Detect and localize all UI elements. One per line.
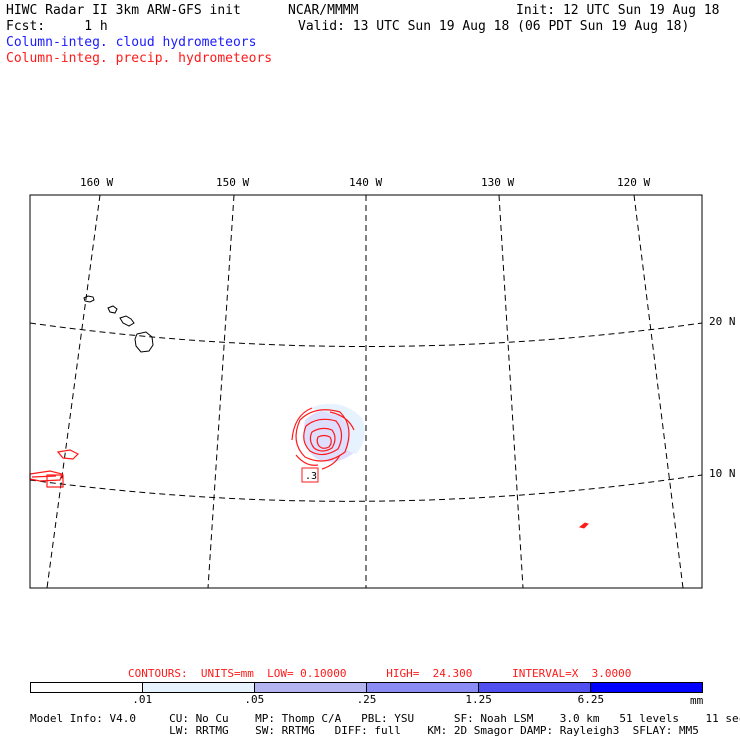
forecast-hour: Fcst: 1 h bbox=[6, 19, 108, 34]
lat-label-20n: 20 N bbox=[709, 315, 736, 328]
precip-west bbox=[29, 449, 80, 488]
lon-label-150w: 150 W bbox=[216, 176, 250, 189]
lon-label-140w: 140 W bbox=[349, 176, 383, 189]
color-swatch bbox=[142, 683, 254, 692]
valid-time: Valid: 13 UTC Sun 19 Aug 18 (06 PDT Sun … bbox=[298, 19, 690, 34]
org-name: NCAR/MMMM bbox=[288, 3, 359, 18]
cloud-area-light bbox=[310, 403, 365, 454]
model-title: HIWC Radar II 3km ARW-GFS init bbox=[6, 3, 241, 18]
precip-east bbox=[578, 522, 589, 529]
cloud-area bbox=[303, 409, 358, 462]
maui-shape bbox=[119, 315, 135, 327]
legend-precip: Column-integ. precip. hydrometeors bbox=[6, 51, 273, 66]
color-scale-tick-label: .05 bbox=[244, 693, 265, 706]
model-info-line1: Model Info: V4.0 CU: No Cu MP: Thomp C/A… bbox=[30, 712, 740, 725]
kauai-shape bbox=[83, 295, 95, 303]
meridian-130w bbox=[498, 194, 524, 589]
oahu-shape bbox=[107, 305, 118, 314]
meridian-150w bbox=[207, 194, 235, 589]
lat-label-10n: 10 N bbox=[709, 467, 736, 480]
color-swatch bbox=[366, 683, 478, 692]
color-scale-bar bbox=[30, 682, 703, 693]
color-scale-tick-label: 1.25 bbox=[465, 693, 492, 706]
color-swatch bbox=[254, 683, 366, 692]
lon-label-120w: 120 W bbox=[617, 176, 651, 189]
contour-label-box bbox=[301, 467, 319, 483]
color-scale-tick-label: .25 bbox=[356, 693, 377, 706]
grid-lines bbox=[29, 194, 703, 589]
precip-contours bbox=[291, 407, 355, 470]
color-scale-tick-label: 6.25 bbox=[577, 693, 605, 706]
meridian-120w bbox=[633, 194, 684, 589]
color-scale-tick-label: .01 bbox=[132, 693, 153, 706]
contour-label: .3 bbox=[305, 471, 317, 482]
hawaii-islands bbox=[83, 295, 154, 353]
color-scale-unit: mm bbox=[690, 694, 704, 707]
meridian-160w bbox=[46, 194, 101, 589]
lon-label-160w: 160 W bbox=[80, 176, 114, 189]
cloud-fill bbox=[303, 403, 365, 462]
color-swatch bbox=[590, 683, 702, 692]
model-info-line2: LW: RRTMG SW: RRTMG DIFF: full KM: 2D Sm… bbox=[30, 724, 699, 737]
color-swatch bbox=[478, 683, 590, 692]
contour-info: CONTOURS: UNITS=mm LOW= 0.10000 HIGH= 24… bbox=[128, 667, 632, 680]
lon-label-130w: 130 W bbox=[481, 176, 515, 189]
legend-cloud: Column-integ. cloud hydrometeors bbox=[6, 35, 257, 50]
init-time: Init: 12 UTC Sun 19 Aug 18 bbox=[516, 3, 720, 18]
color-swatch bbox=[31, 683, 142, 692]
map-frame bbox=[29, 194, 703, 589]
big-island-shape bbox=[134, 331, 154, 353]
